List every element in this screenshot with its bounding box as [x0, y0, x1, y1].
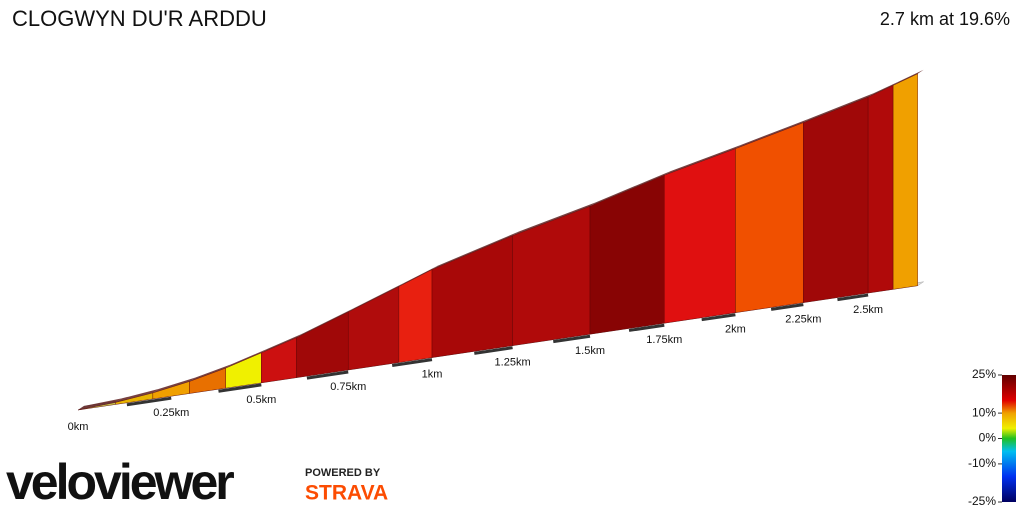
tick-mark	[701, 313, 736, 322]
scale-label: 25%	[972, 367, 996, 381]
x-tick-label: 0.5km	[246, 394, 276, 406]
profile-top	[868, 81, 900, 98]
color-scale	[1002, 375, 1016, 502]
profile-segment	[296, 311, 349, 378]
profile-top	[664, 144, 742, 176]
profile-segment	[512, 205, 591, 346]
tick-mark	[126, 396, 172, 407]
profile-top	[735, 118, 810, 149]
profile-top	[590, 171, 671, 207]
x-tick-label: 1km	[422, 369, 443, 381]
profile-top	[803, 93, 875, 123]
tick-mark	[474, 346, 513, 355]
profile-segment	[431, 235, 513, 358]
profile-top	[261, 333, 303, 353]
scale-label: 10%	[972, 405, 996, 419]
x-tick-label: 1.25km	[495, 357, 531, 369]
tick-mark	[770, 303, 804, 311]
strava: STRAVA	[305, 482, 388, 505]
profile-top	[189, 364, 232, 382]
profile-top	[512, 202, 597, 236]
profile-top	[348, 282, 405, 313]
profile-segment	[892, 73, 918, 290]
profile-segment	[867, 85, 894, 294]
scale-label: -25%	[968, 494, 996, 508]
profile-segment	[735, 122, 804, 313]
x-tick-label: 0.25km	[153, 407, 189, 419]
profile-segment	[225, 352, 262, 389]
powered-by: POWERED BY	[305, 467, 381, 479]
x-tick-label: 0km	[68, 421, 89, 433]
profile-top	[115, 388, 159, 403]
profile-top	[152, 377, 196, 393]
profile-segment	[589, 174, 665, 335]
scale-label: 0%	[979, 431, 997, 445]
logo: veloviewer	[6, 454, 234, 510]
tick-mark	[306, 370, 349, 380]
chart-subtitle: 2.7 km at 19.6%	[880, 9, 1010, 29]
scale-label: -10%	[968, 456, 996, 470]
profile-top	[432, 231, 519, 270]
profile-top	[893, 69, 924, 86]
profile-segment	[803, 96, 869, 303]
x-tick-label: 2.5km	[853, 304, 883, 316]
profile-top	[398, 265, 438, 287]
tick-mark	[391, 358, 433, 367]
tick-mark	[553, 334, 591, 344]
tick-mark	[837, 293, 869, 302]
x-tick-label: 2.25km	[785, 314, 821, 326]
x-tick-label: 0.75km	[330, 381, 366, 393]
tick-mark	[628, 323, 665, 332]
profile-top	[225, 348, 268, 369]
profile-top	[78, 398, 122, 410]
profile-segment	[664, 148, 736, 324]
tick-mark	[218, 383, 262, 393]
x-tick-label: 1.5km	[575, 345, 605, 357]
profile-top	[296, 308, 355, 338]
chart-title: CLOGWYN DU'R ARDDU	[12, 6, 267, 31]
x-tick-label: 2km	[725, 324, 746, 336]
x-tick-label: 1.75km	[646, 334, 682, 346]
